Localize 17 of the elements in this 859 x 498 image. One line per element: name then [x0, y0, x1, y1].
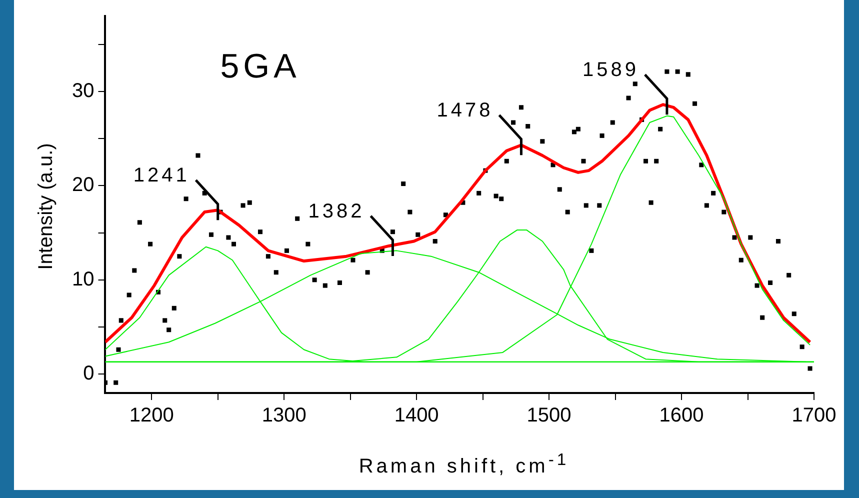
y-tick-label: 10 — [72, 268, 94, 290]
x-tick-label: 1300 — [262, 404, 306, 427]
y-tick-label: 20 — [72, 174, 94, 196]
text: 5GA — [220, 47, 300, 86]
y-axis-title: Intensity (a.u.) — [34, 142, 58, 270]
annotation: 1241 — [133, 164, 190, 187]
x-tick-label: 1200 — [129, 404, 174, 427]
y-tick-label: 0 — [83, 362, 94, 385]
x-axis-title: Raman shift, cm$^{-1}$ — [358, 450, 570, 479]
annotation: 1382 — [308, 200, 365, 222]
annotation: 1589 — [582, 59, 639, 82]
y-tick-label: 30 — [72, 80, 94, 102]
x-tick-label: 1600 — [659, 404, 704, 427]
x-tick-label: 1500 — [526, 404, 572, 427]
x-tick-label: 1700 — [792, 404, 836, 427]
x-tick-label: 1400 — [394, 404, 439, 427]
annotation: 1478 — [436, 100, 494, 122]
